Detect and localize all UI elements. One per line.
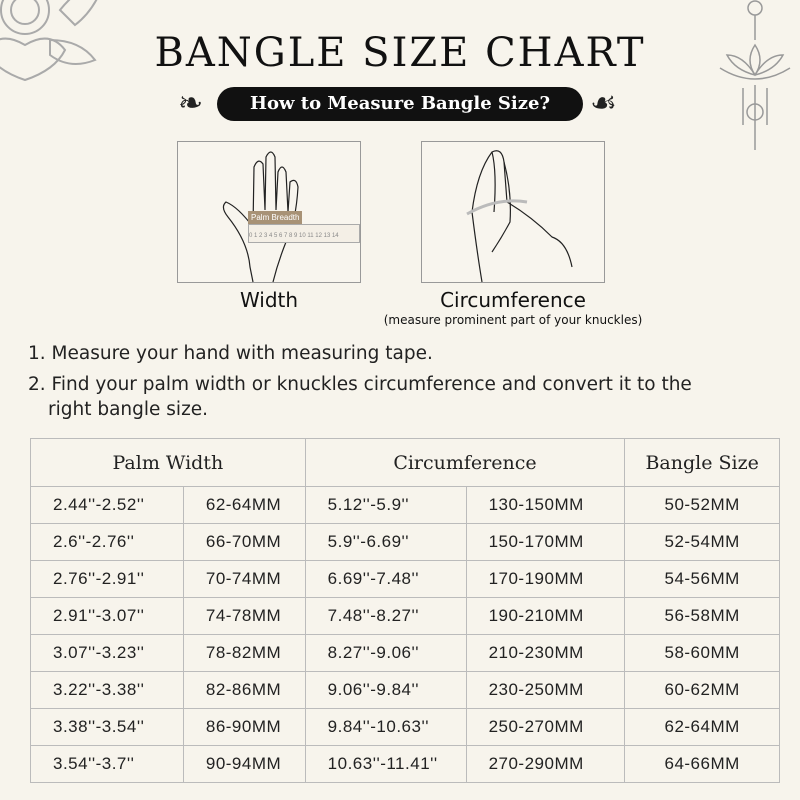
size-table: Palm Width Circumference Bangle Size 2.4… bbox=[30, 438, 780, 783]
mandala-flower-icon bbox=[0, 0, 98, 82]
palm-width-mm-cell: 66-70MM bbox=[182, 523, 306, 561]
right-swirl-icon: ☙ bbox=[590, 86, 617, 121]
palm-breadth-label: Palm Breadth bbox=[248, 211, 303, 224]
bangle-size-cell: 54-56MM bbox=[624, 560, 780, 598]
header-circumference: Circumference bbox=[304, 438, 626, 487]
how-to-measure-banner: How to Measure Bangle Size? bbox=[217, 87, 583, 121]
circumference-inches-cell: 9.06''-9.84'' bbox=[304, 671, 467, 709]
circumference-mm-cell: 150-170MM bbox=[465, 523, 626, 561]
circumference-mm-cell: 230-250MM bbox=[465, 671, 626, 709]
palm-width-mm-cell: 62-64MM bbox=[182, 486, 306, 524]
step-1: 1. Measure your hand with measuring tape… bbox=[28, 343, 433, 364]
circumference-figure bbox=[421, 141, 605, 283]
palm-width-inches-cell: 2.76''-2.91'' bbox=[30, 560, 184, 598]
palm-width-inches-cell: 3.38''-3.54'' bbox=[30, 708, 184, 746]
palm-width-mm-cell: 74-78MM bbox=[182, 597, 306, 635]
table-row: 3.07''-3.23'' 78-82MM 8.27''-9.06'' 210-230… bbox=[30, 634, 780, 672]
bangle-size-cell: 60-62MM bbox=[624, 671, 780, 709]
circumference-inches-cell: 6.69''-7.48'' bbox=[304, 560, 467, 598]
measuring-ruler: 0 1 2 3 4 5 6 7 8 9 10 11 12 13 14 bbox=[248, 224, 360, 243]
circumference-mm-cell: 270-290MM bbox=[465, 745, 626, 783]
circumference-mm-cell: 250-270MM bbox=[465, 708, 626, 746]
left-swirl-icon: ❧ bbox=[178, 86, 204, 121]
circumference-inches-cell: 7.48''-8.27'' bbox=[304, 597, 467, 635]
table-row: 2.44''-2.52'' 62-64MM 5.12''-5.9'' 130-150M… bbox=[30, 486, 780, 524]
palm-width-inches-cell: 3.07''-3.23'' bbox=[30, 634, 184, 672]
circumference-mm-cell: 170-190MM bbox=[465, 560, 626, 598]
circumference-note: (measure prominent part of your knuckles… bbox=[383, 313, 643, 327]
table-row: 2.91''-3.07'' 74-78MM 7.48''-8.27'' 190-210… bbox=[30, 597, 780, 635]
bangle-size-cell: 52-54MM bbox=[624, 523, 780, 561]
table-header-row: Palm Width Circumference Bangle Size bbox=[30, 438, 780, 487]
bangle-size-cell: 56-58MM bbox=[624, 597, 780, 635]
palm-width-inches-cell: 2.91''-3.07'' bbox=[30, 597, 184, 635]
step-2: 2. Find your palm width or knuckles circ… bbox=[28, 374, 692, 395]
hand-with-tape-drawing-icon bbox=[466, 150, 573, 283]
palm-width-mm-cell: 82-86MM bbox=[182, 671, 306, 709]
ruler-numbers: 0 1 2 3 4 5 6 7 8 9 10 11 12 13 14 bbox=[249, 233, 339, 239]
circumference-inches-cell: 8.27''-9.06'' bbox=[304, 634, 467, 672]
lotus-hanging-ornament-icon bbox=[719, 0, 791, 150]
circumference-inches-cell: 9.84''-10.63'' bbox=[304, 708, 467, 746]
table-row: 2.6''-2.76'' 66-70MM 5.9''-6.69'' 150-170MM… bbox=[30, 523, 780, 561]
circumference-inches-cell: 10.63''-11.41'' bbox=[304, 745, 467, 783]
header-palm-width: Palm Width bbox=[30, 438, 306, 487]
circumference-inches-cell: 5.12''-5.9'' bbox=[304, 486, 467, 524]
palm-width-mm-cell: 86-90MM bbox=[182, 708, 306, 746]
bangle-size-cell: 64-66MM bbox=[624, 745, 780, 783]
bangle-size-cell: 50-52MM bbox=[624, 486, 780, 524]
width-figure: Palm Breadth 0 1 2 3 4 5 6 7 8 9 10 11 1… bbox=[177, 141, 361, 283]
palm-width-inches-cell: 2.44''-2.52'' bbox=[30, 486, 184, 524]
circumference-mm-cell: 190-210MM bbox=[465, 597, 626, 635]
table-row: 3.22''-3.38'' 82-86MM 9.06''-9.84'' 230-250… bbox=[30, 671, 780, 709]
page-title: BANGLE SIZE CHART bbox=[154, 30, 646, 76]
palm-width-mm-cell: 70-74MM bbox=[182, 560, 306, 598]
palm-width-inches-cell: 3.54''-3.7'' bbox=[30, 745, 184, 783]
table-row: 2.76''-2.91'' 70-74MM 6.69''-7.48'' 170-190… bbox=[30, 560, 780, 598]
circumference-mm-cell: 210-230MM bbox=[465, 634, 626, 672]
palm-width-inches-cell: 2.6''-2.76'' bbox=[30, 523, 184, 561]
table-row: 3.54''-3.7'' 90-94MM 10.63''-11.41'' 270-29… bbox=[30, 745, 780, 783]
circumference-caption: Circumference bbox=[440, 288, 586, 312]
header-bangle-size: Bangle Size bbox=[624, 438, 780, 487]
bangle-size-cell: 58-60MM bbox=[624, 634, 780, 672]
step-2-continued: right bangle size. bbox=[48, 399, 209, 420]
table-row: 3.38''-3.54'' 86-90MM 9.84''-10.63'' 250-27… bbox=[30, 708, 780, 746]
bangle-size-cell: 62-64MM bbox=[624, 708, 780, 746]
palm-width-inches-cell: 3.22''-3.38'' bbox=[30, 671, 184, 709]
circumference-mm-cell: 130-150MM bbox=[465, 486, 626, 524]
open-hand-drawing-icon bbox=[222, 151, 299, 283]
palm-width-mm-cell: 78-82MM bbox=[182, 634, 306, 672]
circumference-inches-cell: 5.9''-6.69'' bbox=[304, 523, 467, 561]
width-caption: Width bbox=[239, 288, 299, 312]
palm-width-mm-cell: 90-94MM bbox=[182, 745, 306, 783]
